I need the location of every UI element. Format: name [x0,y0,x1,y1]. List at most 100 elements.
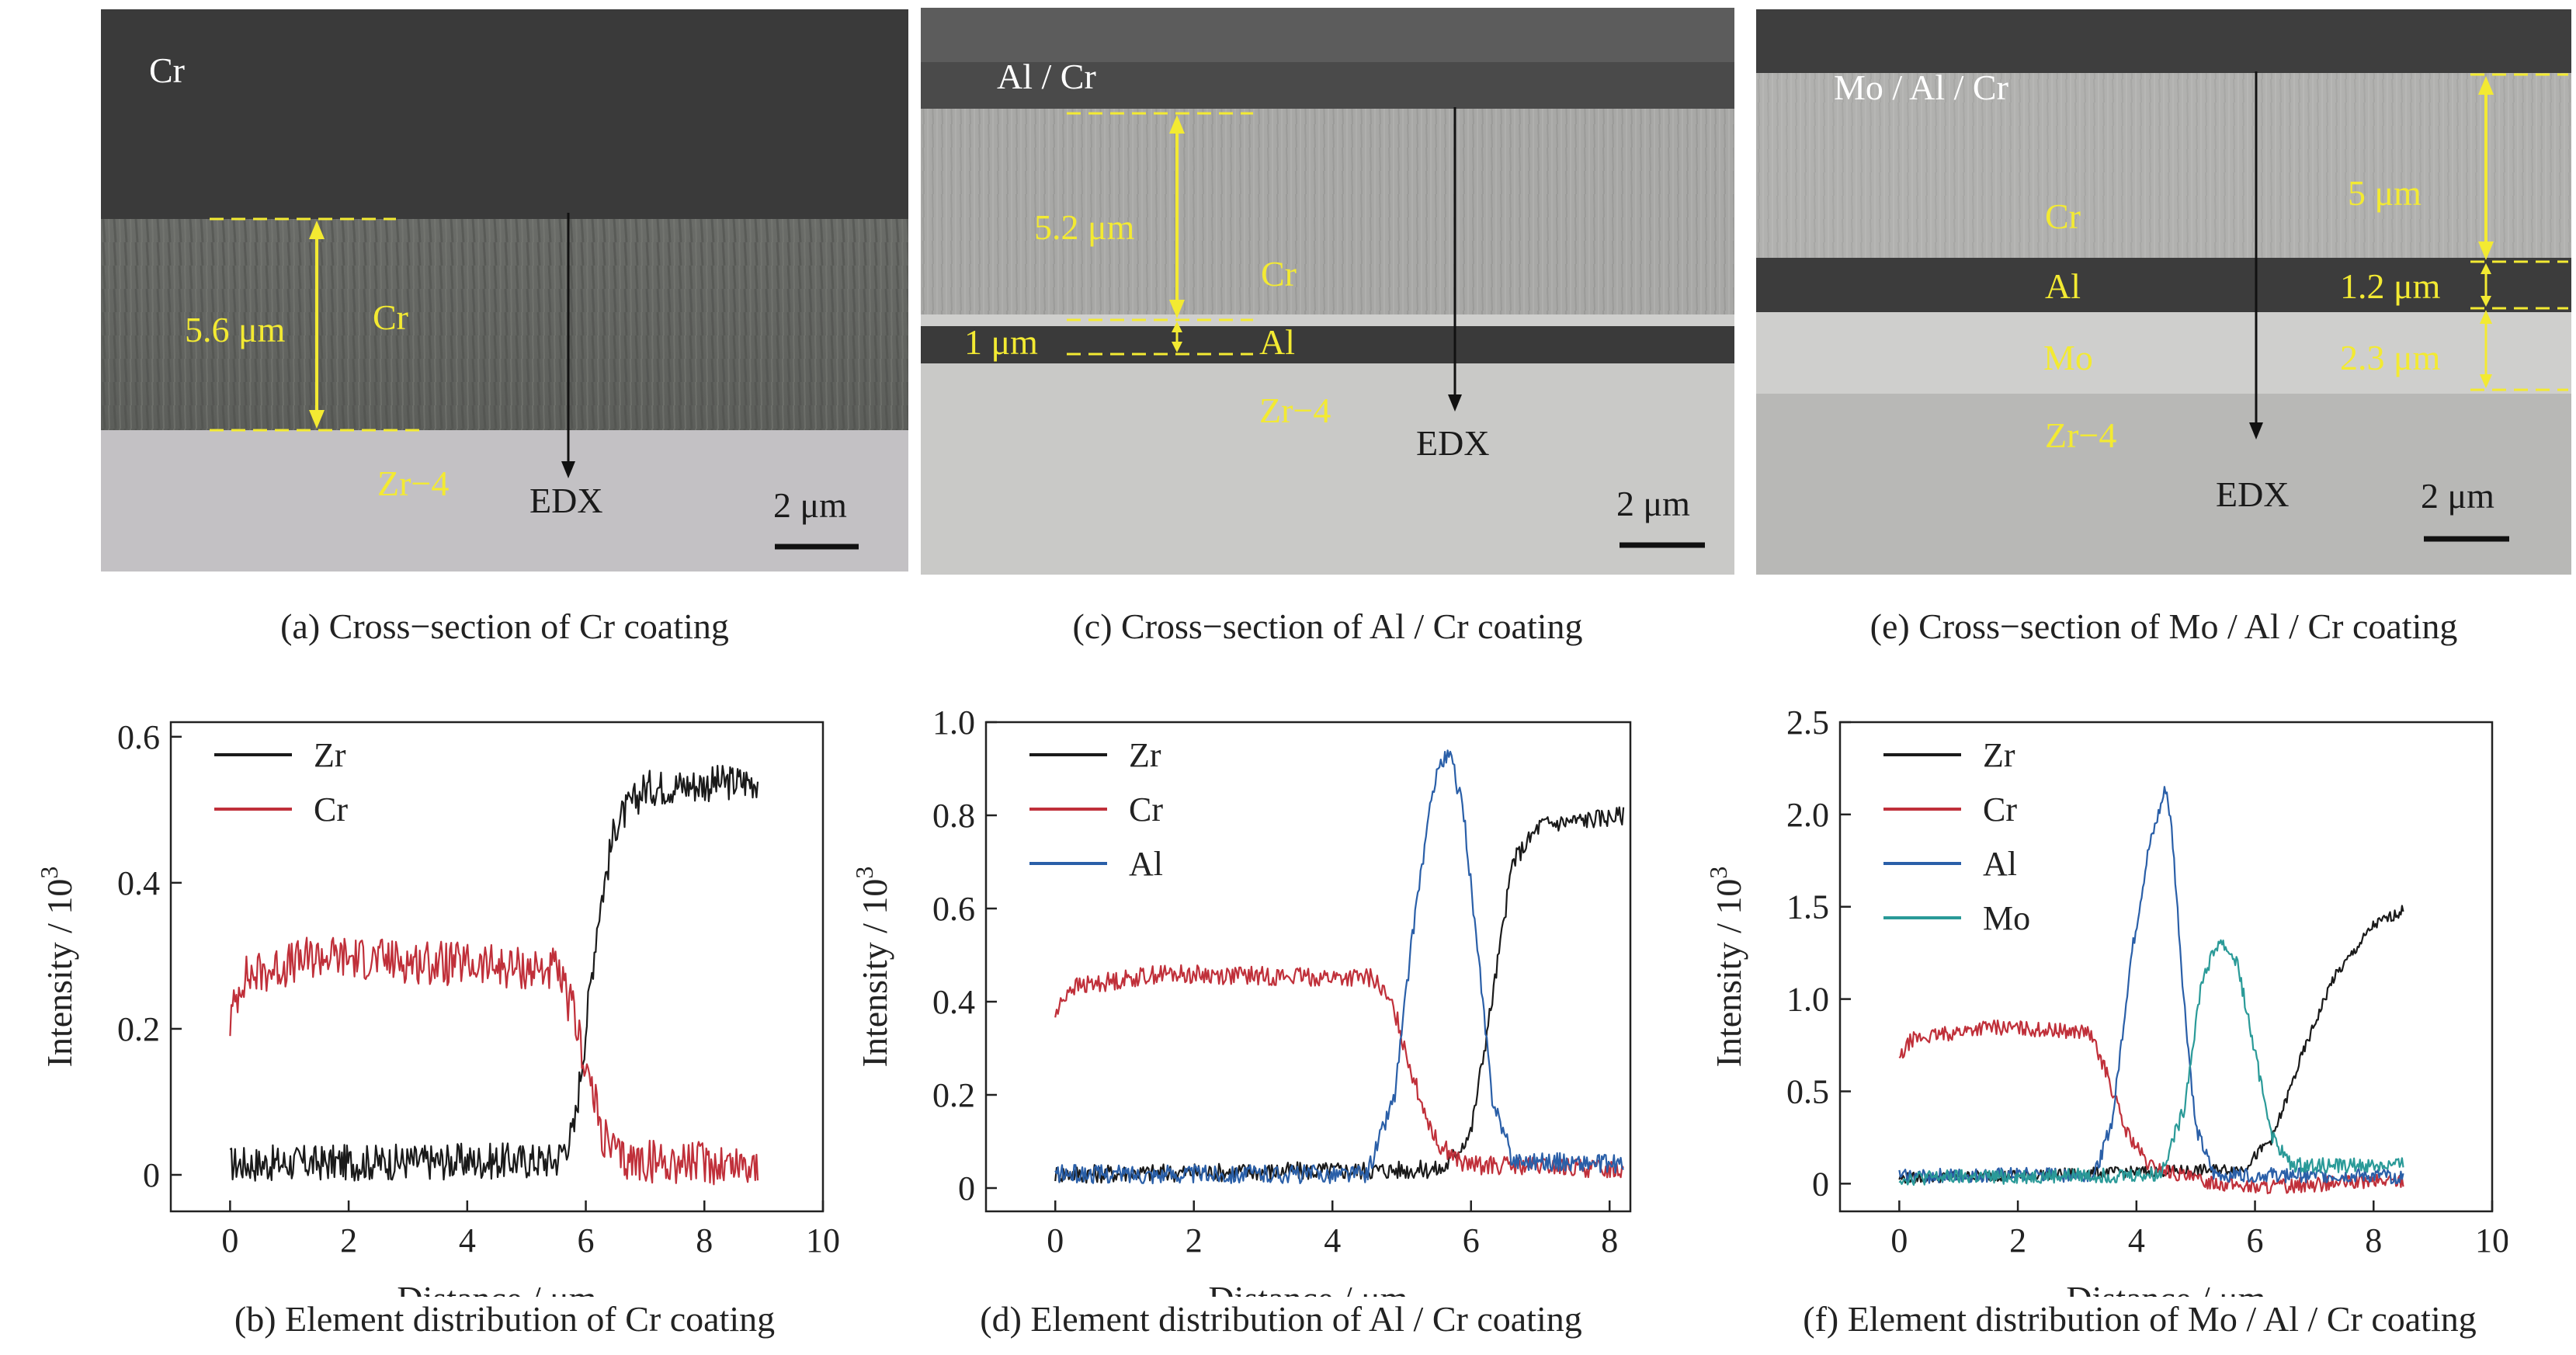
y-tick-label: 0.8 [932,797,975,835]
sem-c-edx-label: EDX [1416,423,1490,463]
sem-a-top-label: Cr [149,50,185,90]
series-line-al [1054,749,1625,1185]
legend-label-cr: Cr [1129,790,1163,829]
sem-e-mo-layer-label: Mo [2043,338,2093,377]
sem-e-substrate-label: Zr−4 [2045,415,2117,455]
x-tick-label: 8 [2365,1221,2382,1259]
legend-label-zr: Zr [1129,736,1161,774]
y-axis-label-exponent: 3 [1704,867,1732,879]
x-tick-label: 6 [2247,1221,2264,1259]
x-tick-label: 8 [1601,1221,1618,1259]
plot-frame [984,721,1632,1213]
sem-e-al-layer-label: Al [2045,266,2081,306]
x-axis-label: Distance / μm [2066,1279,2265,1297]
y-tick-label: 2.0 [1786,796,1829,834]
x-tick-label: 2 [340,1221,357,1259]
sem-image-cr-coating: Cr Cr 5.6 μm Zr−4 EDX 2 μm [101,9,908,572]
chart-f: 0 2 4 6 8 10 0 0.5 1.0 1.5 2.0 2.5 Distance / μm Inte… [1654,683,2509,1319]
y-tick-label: 0 [143,1156,160,1194]
sem-e-al-thickness-label: 1.2 μm [2340,266,2441,306]
x-tick-label: 2 [1186,1221,1203,1259]
sem-image-al-cr-coating: Al / Cr 5.2 μm Cr 1 μm Al Zr−4 EDX 2 μm [921,8,1734,575]
y-tick-label: 0 [1812,1165,1829,1203]
chart-b: 0 2 4 6 8 10 0 0.2 0.4 0.6 Distance / μm Intensity … [16,683,854,1319]
y-tick-label: 1.0 [932,704,975,742]
y-tick-label: 0.6 [117,718,160,756]
y-axis-label: Intensity / 103 [35,867,79,1068]
x-tick-label: 0 [221,1221,238,1259]
sem-a-scale-label: 2 μm [773,485,847,525]
x-tick-label: 8 [696,1221,713,1259]
sem-a-substrate-label: Zr−4 [377,464,450,503]
x-tick-label: 0 [1890,1221,1908,1259]
x-tick-label: 0 [1047,1221,1064,1259]
sem-mo-al-cr-background [1756,9,2571,575]
y-axis-label: Intensity / 103 [1704,867,1748,1068]
series-line-cr [1054,964,1624,1179]
plot-frame [169,721,825,1213]
y-axis-label-exponent: 3 [35,867,63,879]
sem-c-al-thickness-label: 1 μm [964,322,1038,362]
caption-d: (d) Element distribution of Al / Cr coat… [980,1299,1582,1339]
legend-label-al: Al [1983,845,2017,883]
sem-a-thickness-label: 5.6 μm [185,310,286,349]
sem-c-cr-thickness-label: 5.2 μm [1034,207,1135,247]
sem-al-cr-background [921,8,1734,575]
sem-e-edx-label: EDX [2216,474,2290,514]
sem-e-cr-thickness-label: 5 μm [2348,173,2422,213]
chart-cr-coating-svg: 0 2 4 6 8 10 0 0.2 0.4 0.6 Distance / μm Intensity … [35,718,840,1319]
series-line-cr [229,936,759,1186]
caption-a: (a) Cross−section of Cr coating [280,606,729,646]
series-line-zr [1054,806,1625,1184]
legend-label-al: Al [1129,845,1163,883]
series-line-zr [229,765,759,1182]
y-tick-label: 0.4 [117,864,160,902]
sem-c-scale-label: 2 μm [1616,484,1690,523]
series-line-zr [1898,905,2404,1184]
chart-d: 0 2 4 6 8 0 0.2 0.4 0.6 0.8 1.0 Distance / μm Intens… [831,683,1669,1319]
y-tick-label: 0.2 [932,1076,975,1114]
sem-c-top-label: Al / Cr [997,57,1096,96]
caption-b: (b) Element distribution of Cr coating [234,1299,776,1339]
x-tick-label: 4 [2128,1221,2145,1259]
y-axis-label: Intensity / 103 [850,867,894,1068]
y-tick-label: 0.2 [117,1010,160,1048]
legend-label-cr: Cr [314,790,348,829]
legend-label-zr: Zr [314,736,346,774]
x-tick-label: 6 [1463,1221,1480,1259]
sem-c-al-layer-label: Al [1259,322,1295,362]
x-tick-label: 2 [2009,1221,2026,1259]
x-tick-label: 4 [459,1221,476,1259]
x-axis-label: Distance / μm [397,1279,596,1297]
sem-e-mo-thickness-label: 2.3 μm [2340,338,2441,377]
y-tick-label: 2.5 [1786,704,1829,742]
sem-a-layer-label: Cr [373,297,408,337]
sem-cr-background [101,9,908,572]
caption-c: (c) Cross−section of Al / Cr coating [1072,606,1583,646]
series-line-mo [1898,939,2404,1186]
sem-e-scale-label: 2 μm [2421,476,2494,516]
sem-c-cr-layer-label: Cr [1261,254,1297,294]
legend-label-mo: Mo [1983,899,2030,937]
x-axis-label: Distance / μm [1208,1279,1408,1297]
x-tick-label: 10 [806,1221,840,1259]
series-line-al [1898,786,2404,1185]
series-line-cr [1898,1020,2404,1194]
y-axis-label-exponent: 3 [850,867,878,879]
legend-label-zr: Zr [1983,736,2015,774]
sem-image-mo-al-cr-coating: Mo / Al / Cr Cr 5 μm Al 1.2 μm Mo 2.3 μm… [1756,9,2571,575]
x-tick-label: 4 [1324,1221,1341,1259]
plot-frame [1838,721,2494,1213]
y-tick-label: 0.4 [932,983,975,1021]
sem-e-top-label: Mo / Al / Cr [1834,68,2008,107]
y-tick-label: 1.5 [1786,888,1829,926]
sem-c-substrate-label: Zr−4 [1259,391,1331,430]
y-tick-label: 0.5 [1786,1072,1829,1110]
x-tick-label: 6 [578,1221,595,1259]
legend-label-cr: Cr [1983,790,2017,829]
y-tick-label: 0.6 [932,890,975,928]
sem-a-edx-label: EDX [529,481,603,520]
chart-al-cr-coating-svg: 0 2 4 6 8 0 0.2 0.4 0.6 0.8 1.0 Distance / μm Intens… [850,704,1632,1319]
chart-mo-al-cr-coating-svg: 0 2 4 6 8 10 0 0.5 1.0 1.5 2.0 2.5 Distance / μm Inte… [1704,704,2509,1319]
caption-e: (e) Cross−section of Mo / Al / Cr coatin… [1870,606,2458,646]
